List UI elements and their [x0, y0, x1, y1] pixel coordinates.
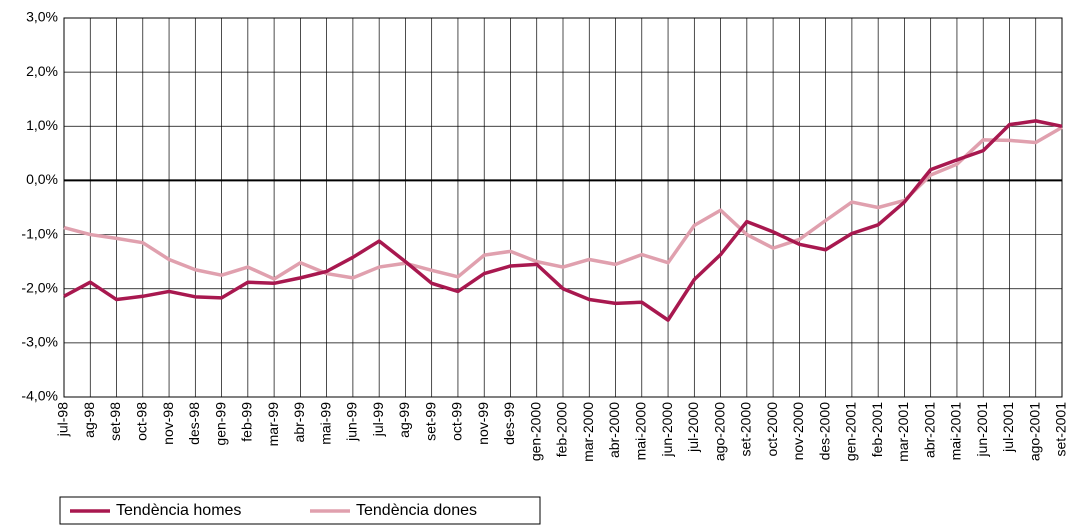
x-tick-label: jun-99: [344, 402, 360, 442]
x-tick-label: oct-98: [133, 402, 149, 441]
y-tick-label: -4,0%: [21, 388, 58, 404]
x-tick-label: mar-2000: [580, 402, 596, 462]
x-tick-label: abr-2001: [921, 402, 937, 458]
y-tick-label: -1,0%: [21, 225, 58, 241]
legend-label: Tendència dones: [356, 502, 477, 519]
x-tick-label: des-98: [186, 402, 202, 445]
x-tick-label: mai-99: [317, 402, 333, 445]
x-tick-label: nov-2000: [790, 402, 806, 461]
x-tick-label: set-2001: [1053, 402, 1068, 457]
y-tick-label: 0,0%: [26, 171, 58, 187]
x-tick-label: set-98: [107, 402, 123, 441]
x-tick-label: jul-98: [55, 402, 71, 437]
x-tick-label: oct-99: [449, 402, 465, 441]
x-tick-label: abr-2000: [606, 402, 622, 458]
x-tick-label: ago-2000: [711, 402, 727, 461]
x-tick-label: ag-99: [396, 402, 412, 438]
x-tick-label: des-2000: [816, 402, 832, 461]
x-tick-label: gen-99: [212, 402, 228, 446]
y-tick-label: 2,0%: [26, 63, 58, 79]
x-tick-label: jun-2000: [659, 402, 675, 458]
x-tick-label: feb-2001: [869, 402, 885, 457]
series-line: [63, 119, 1063, 322]
x-tick-label: jul-99: [370, 402, 386, 437]
y-tick-label: 1,0%: [26, 117, 58, 133]
x-tick-label: gen-2000: [527, 402, 543, 461]
x-tick-label: set-2000: [738, 402, 754, 457]
x-tick-label: feb-2000: [554, 402, 570, 457]
x-tick-label: nov-99: [475, 402, 491, 445]
series-line: [63, 125, 1063, 281]
plot-frame: [63, 17, 1063, 398]
legend-box: [59, 496, 541, 525]
x-tick-label: gen-2001: [843, 402, 859, 461]
x-tick-label: jul-2001: [1000, 402, 1016, 453]
x-tick-label: abr-99: [291, 402, 307, 443]
x-tick-label: set-99: [422, 402, 438, 441]
x-tick-label: nov-98: [160, 402, 176, 445]
y-tick-label: -3,0%: [21, 334, 58, 350]
legend-label: Tendència homes: [116, 502, 241, 519]
x-tick-label: ago-2001: [1026, 402, 1042, 461]
x-tick-label: feb-99: [239, 402, 255, 442]
x-tick-label: jun-2001: [974, 402, 990, 458]
x-tick-label: oct-2000: [764, 402, 780, 457]
x-tick-label: jul-2000: [685, 402, 701, 453]
x-tick-label: ag-98: [81, 402, 97, 438]
y-tick-label: 3,0%: [26, 9, 58, 25]
y-tick-label: -2,0%: [21, 279, 58, 295]
x-tick-label: mar-99: [265, 402, 281, 447]
x-tick-label: mai-2001: [948, 402, 964, 461]
x-tick-label: des-99: [501, 402, 517, 445]
x-tick-label: mai-2000: [632, 402, 648, 461]
x-tick-label: mar-2001: [895, 402, 911, 462]
